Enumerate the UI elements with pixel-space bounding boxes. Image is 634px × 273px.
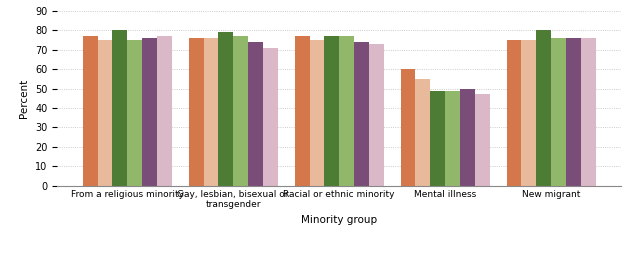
Bar [157, 36, 172, 186]
Bar [415, 79, 430, 186]
Bar [295, 36, 309, 186]
Bar [460, 88, 475, 186]
Bar [536, 30, 551, 186]
Bar [204, 38, 218, 186]
Bar [325, 36, 339, 186]
Bar [369, 44, 384, 186]
Bar [112, 30, 127, 186]
Bar [475, 94, 489, 186]
Bar [218, 32, 233, 186]
Bar [551, 38, 566, 186]
Bar [354, 42, 369, 186]
Bar [127, 40, 142, 186]
Bar [189, 38, 204, 186]
Bar [522, 40, 536, 186]
Bar [82, 36, 98, 186]
Bar [233, 36, 248, 186]
Bar [142, 38, 157, 186]
Y-axis label: Percent: Percent [20, 79, 29, 118]
Bar [263, 48, 278, 186]
Bar [507, 40, 522, 186]
Bar [401, 69, 415, 186]
Bar [566, 38, 581, 186]
Bar [445, 91, 460, 186]
Bar [309, 40, 325, 186]
Bar [248, 42, 263, 186]
Bar [98, 40, 112, 186]
Bar [430, 91, 445, 186]
Bar [339, 36, 354, 186]
X-axis label: Minority group: Minority group [301, 215, 377, 225]
Bar [581, 38, 596, 186]
